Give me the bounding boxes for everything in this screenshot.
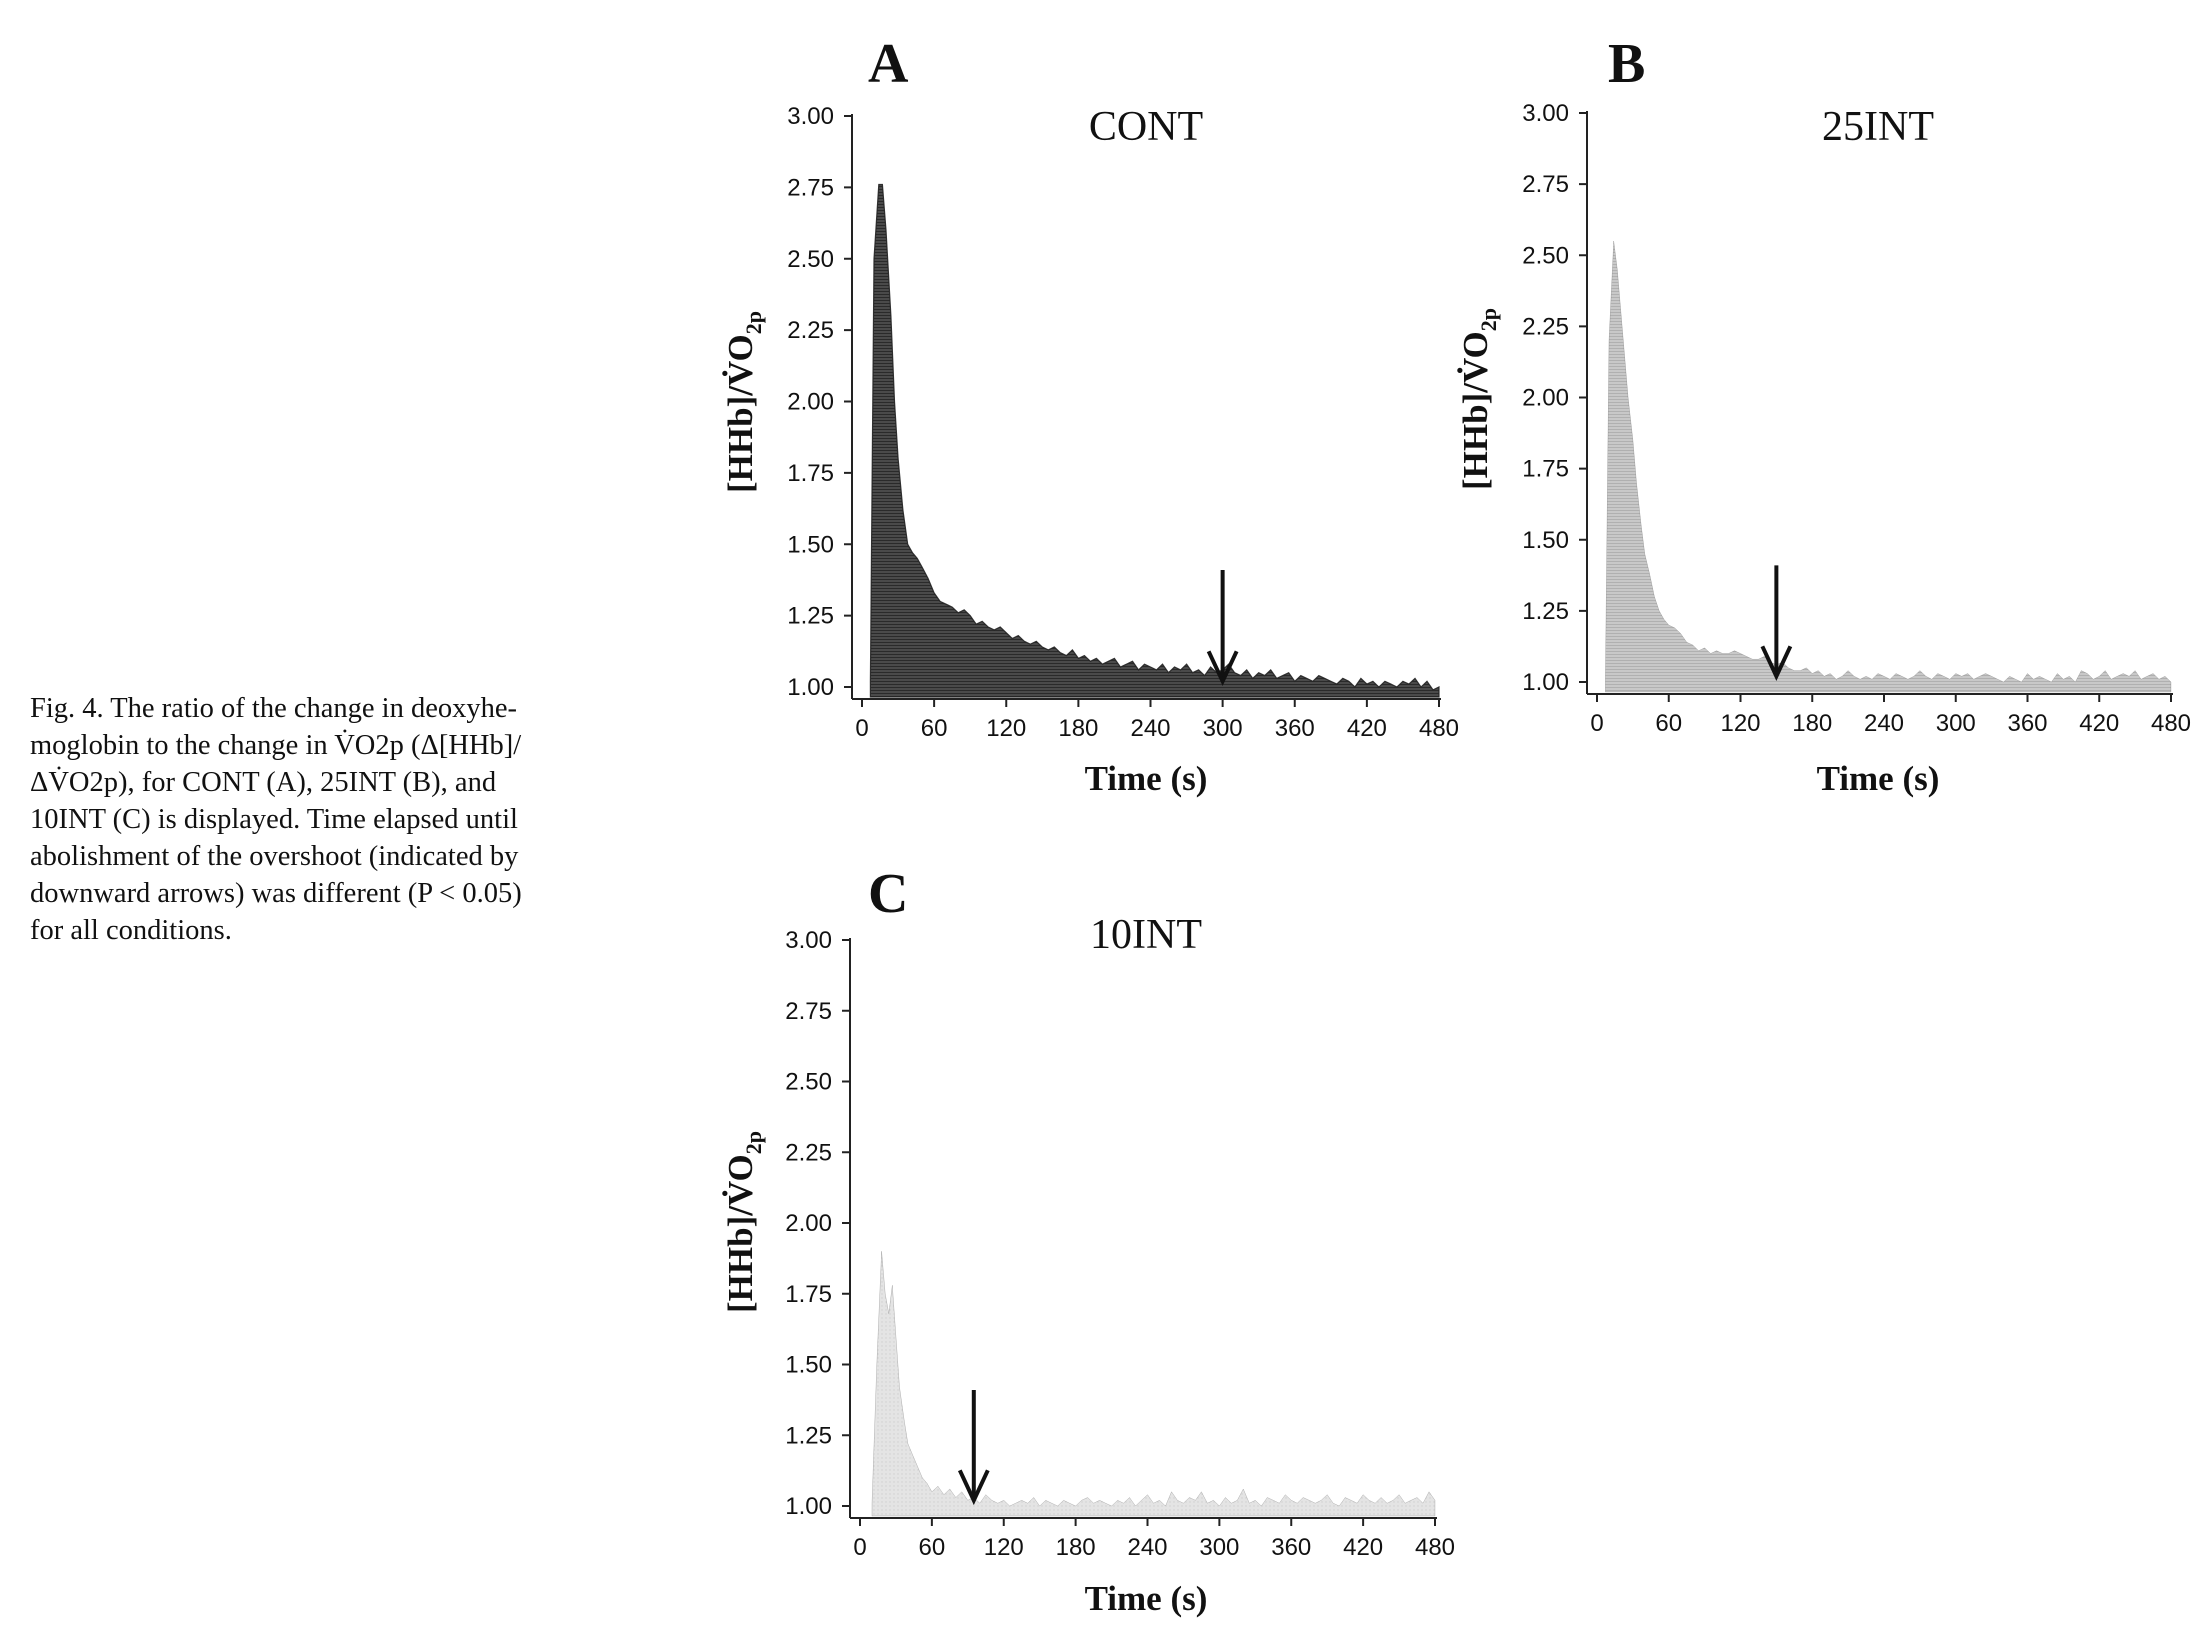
caption-line: moglobin to the change in V̇O2p (Δ[HHb]/ <box>30 730 522 761</box>
y-tick-label: 1.75 <box>1522 456 1569 483</box>
caption-line: downward arrows) was different (P < 0.05… <box>30 878 522 909</box>
y-tick-label: 1.50 <box>1522 527 1569 554</box>
x-tick-label: 480 <box>2151 710 2191 737</box>
down-arrow-icon <box>1760 645 1793 682</box>
caption-line: 10INT (C) is displayed. Time elapsed unt… <box>30 804 518 835</box>
y-tick-label: 2.50 <box>1522 242 1569 269</box>
y-tick-label: 2.75 <box>785 998 832 1025</box>
x-tick-label: 120 <box>984 1534 1024 1561</box>
x-axis-title: Time (s) <box>1085 1579 1208 1618</box>
x-tick-label: 0 <box>853 1534 866 1561</box>
x-tick-label: 420 <box>2079 710 2119 737</box>
x-tick-label: 300 <box>1203 715 1243 742</box>
y-tick-label: 2.50 <box>787 246 834 273</box>
panel-letter: B <box>1608 33 1645 95</box>
caption-line: ΔV̇O2p), for CONT (A), 25INT (B), and <box>30 767 497 798</box>
x-tick-label: 300 <box>1936 710 1976 737</box>
y-tick-label: 1.00 <box>1522 669 1569 696</box>
y-tick-label: 1.75 <box>785 1281 832 1308</box>
y-tick-label: 2.00 <box>1522 385 1569 412</box>
figure-caption: Fig. 4. The ratio of the change in deoxy… <box>30 690 642 949</box>
chart-title: 10INT <box>1090 912 1202 958</box>
y-axis-title: [HHb]/V̇O2p <box>1455 308 1501 490</box>
caption-line: for all conditions. <box>30 915 232 946</box>
y-tick-label: 1.00 <box>787 674 834 701</box>
area-series <box>1605 240 2172 693</box>
y-tick-label: 1.25 <box>1522 598 1569 625</box>
caption-line: Fig. 4. The ratio of the change in deoxy… <box>30 693 518 724</box>
x-tick-label: 0 <box>855 715 868 742</box>
y-tick-label: 3.00 <box>787 103 834 130</box>
panel-a-chart: A CONT 0 60 120 180 240 300 360 420 480 1.00 1.25… <box>720 33 1459 798</box>
x-tick-label: 120 <box>1720 710 1760 737</box>
x-tick-label: 180 <box>1056 1534 1096 1561</box>
y-tick-label: 1.50 <box>787 531 834 558</box>
panel-letter: C <box>868 863 908 925</box>
y-tick-label: 2.75 <box>1522 171 1569 198</box>
chart-title: CONT <box>1089 104 1203 150</box>
down-arrow-icon <box>957 1469 990 1506</box>
y-tick-label: 3.00 <box>785 927 832 954</box>
y-tick-label: 3.00 <box>1522 100 1569 127</box>
x-tick-label: 60 <box>919 1534 946 1561</box>
x-tick-label: 240 <box>1864 710 1904 737</box>
y-tick-label: 1.25 <box>787 603 834 630</box>
x-tick-label: 0 <box>1590 710 1603 737</box>
area-series <box>869 183 1440 698</box>
x-tick-label: 120 <box>986 715 1026 742</box>
x-tick-label: 60 <box>1655 710 1682 737</box>
caption-line: abolishment of the overshoot (indicated … <box>30 841 519 872</box>
y-tick-label: 2.00 <box>787 389 834 416</box>
x-tick-label: 60 <box>921 715 948 742</box>
panel-c-chart: C 10INT 0 60 120 180 240 300 360 420 480 1.00 1.2… <box>720 863 1455 1618</box>
x-tick-label: 420 <box>1347 715 1387 742</box>
y-tick-label: 1.50 <box>785 1352 832 1379</box>
x-tick-label: 360 <box>1275 715 1315 742</box>
x-tick-label: 360 <box>1271 1534 1311 1561</box>
y-tick-label: 2.25 <box>1522 313 1569 340</box>
x-axis-title: Time (s) <box>1085 759 1208 798</box>
y-tick-label: 1.25 <box>785 1422 832 1449</box>
y-tick-label: 1.75 <box>787 460 834 487</box>
y-tick-label: 2.75 <box>787 174 834 201</box>
panel-b-chart: B 25INT 0 60 120 180 240 300 360 420 480 1.00 1.2… <box>1455 33 2191 798</box>
x-tick-label: 480 <box>1419 715 1459 742</box>
y-tick-label: 2.25 <box>785 1139 832 1166</box>
area-series <box>871 1251 1436 1517</box>
chart-title: 25INT <box>1822 104 1934 150</box>
x-tick-label: 360 <box>2007 710 2047 737</box>
y-tick-label: 1.00 <box>785 1493 832 1520</box>
down-arrow-icon <box>1206 650 1239 687</box>
x-tick-label: 240 <box>1127 1534 1167 1561</box>
y-axis-title: [HHb]/V̇O2p <box>720 1131 766 1313</box>
x-tick-label: 180 <box>1792 710 1832 737</box>
y-axis-title: [HHb]/V̇O2p <box>720 311 766 493</box>
x-tick-label: 480 <box>1415 1534 1455 1561</box>
x-tick-label: 240 <box>1130 715 1170 742</box>
y-tick-label: 2.00 <box>785 1210 832 1237</box>
x-axis-title: Time (s) <box>1817 759 1940 798</box>
y-tick-label: 2.50 <box>785 1069 832 1096</box>
y-tick-label: 2.25 <box>787 317 834 344</box>
x-tick-label: 180 <box>1058 715 1098 742</box>
x-tick-label: 300 <box>1199 1534 1239 1561</box>
panel-letter: A <box>868 33 909 95</box>
x-tick-label: 420 <box>1343 1534 1383 1561</box>
